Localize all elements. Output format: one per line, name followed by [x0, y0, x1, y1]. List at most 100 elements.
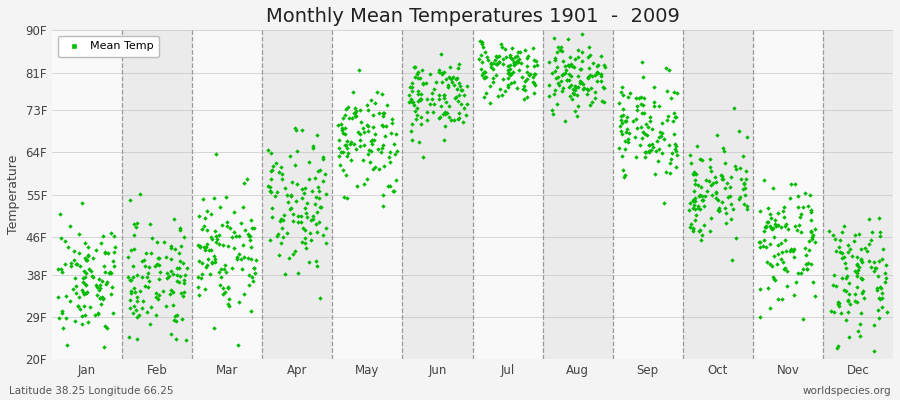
Mean Temp	[645, 126, 660, 132]
Mean Temp	[159, 254, 174, 260]
Mean Temp	[320, 240, 334, 246]
Mean Temp	[160, 269, 175, 276]
Mean Temp	[410, 91, 425, 97]
Mean Temp	[420, 96, 435, 102]
Mean Temp	[157, 238, 171, 245]
Mean Temp	[383, 183, 398, 190]
Mean Temp	[220, 219, 234, 225]
Mean Temp	[164, 243, 178, 250]
Mean Temp	[739, 168, 753, 174]
Mean Temp	[376, 192, 391, 198]
Mean Temp	[581, 87, 596, 93]
Mean Temp	[273, 218, 287, 224]
Mean Temp	[364, 140, 379, 147]
Mean Temp	[686, 198, 700, 204]
Mean Temp	[627, 134, 642, 140]
Mean Temp	[617, 146, 632, 152]
Mean Temp	[72, 250, 86, 256]
Mean Temp	[546, 35, 561, 42]
Mean Temp	[718, 185, 733, 191]
Mean Temp	[274, 225, 289, 232]
Mean Temp	[169, 312, 184, 318]
Mean Temp	[427, 100, 441, 107]
Mean Temp	[177, 288, 192, 295]
Mean Temp	[774, 256, 788, 262]
Mean Temp	[868, 322, 882, 328]
Mean Temp	[67, 248, 81, 254]
Mean Temp	[200, 208, 214, 214]
Mean Temp	[86, 272, 100, 279]
Mean Temp	[81, 319, 95, 325]
Mean Temp	[718, 220, 733, 226]
Mean Temp	[278, 185, 293, 191]
Mean Temp	[594, 73, 608, 79]
Mean Temp	[104, 291, 118, 297]
Mean Temp	[413, 97, 428, 103]
Mean Temp	[712, 204, 726, 211]
Mean Temp	[217, 266, 231, 272]
Mean Temp	[64, 260, 78, 266]
Mean Temp	[779, 282, 794, 289]
Mean Temp	[834, 274, 849, 281]
Mean Temp	[212, 269, 226, 275]
Mean Temp	[476, 44, 491, 50]
Mean Temp	[176, 260, 190, 266]
Mean Temp	[149, 312, 164, 318]
Mean Temp	[445, 79, 459, 86]
Mean Temp	[364, 138, 378, 144]
Mean Temp	[684, 221, 698, 228]
Mean Temp	[106, 310, 121, 316]
Mean Temp	[451, 98, 465, 104]
Mean Temp	[612, 122, 626, 129]
Mean Temp	[733, 194, 747, 201]
Mean Temp	[336, 149, 350, 155]
Mean Temp	[409, 116, 423, 123]
Mean Temp	[174, 242, 188, 249]
Mean Temp	[319, 225, 333, 231]
Mean Temp	[662, 67, 676, 73]
Mean Temp	[496, 76, 510, 82]
Mean Temp	[572, 80, 587, 86]
Bar	[52, 30, 122, 359]
Mean Temp	[440, 110, 454, 116]
Mean Temp	[199, 243, 213, 250]
Mean Temp	[77, 291, 92, 298]
Mean Temp	[842, 279, 856, 286]
Mean Temp	[660, 117, 674, 123]
Bar	[543, 30, 613, 359]
Mean Temp	[410, 97, 425, 104]
Mean Temp	[495, 44, 509, 51]
Mean Temp	[294, 212, 309, 219]
Mean Temp	[850, 299, 864, 306]
Mean Temp	[483, 64, 498, 70]
Mean Temp	[402, 92, 417, 98]
Mean Temp	[61, 244, 76, 250]
Mean Temp	[850, 262, 864, 268]
Mean Temp	[548, 87, 562, 93]
Mean Temp	[191, 242, 205, 248]
Mean Temp	[76, 279, 90, 285]
Mean Temp	[687, 169, 701, 175]
Mean Temp	[103, 269, 117, 275]
Mean Temp	[314, 204, 328, 210]
Mean Temp	[388, 151, 402, 158]
Mean Temp	[106, 232, 121, 239]
Mean Temp	[212, 231, 227, 238]
Mean Temp	[712, 207, 726, 214]
Mean Temp	[108, 244, 122, 250]
Mean Temp	[177, 272, 192, 279]
Mean Temp	[519, 68, 534, 75]
Mean Temp	[208, 256, 222, 262]
Mean Temp	[414, 114, 428, 120]
Mean Temp	[340, 153, 355, 159]
Mean Temp	[104, 270, 118, 276]
Mean Temp	[362, 146, 376, 153]
Mean Temp	[736, 153, 751, 159]
Mean Temp	[504, 80, 518, 86]
Mean Temp	[453, 110, 467, 116]
Mean Temp	[294, 127, 309, 134]
Mean Temp	[702, 228, 716, 234]
Mean Temp	[764, 224, 778, 231]
Mean Temp	[734, 176, 748, 182]
Mean Temp	[832, 299, 846, 306]
